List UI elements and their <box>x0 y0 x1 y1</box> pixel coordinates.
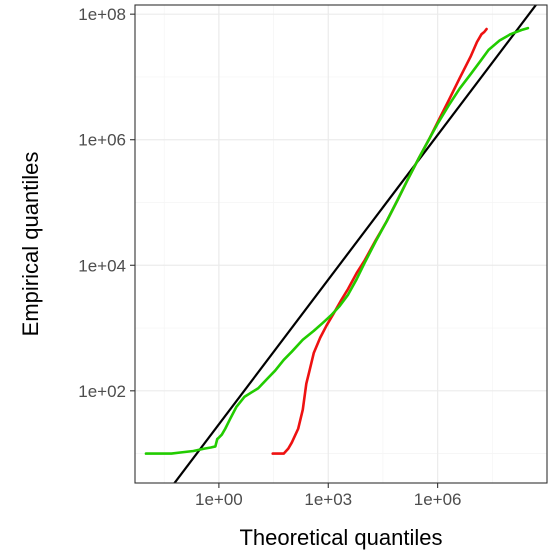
x-axis: 1e+00 1e+03 1e+06 <box>195 483 462 509</box>
y-tick-label: 1e+02 <box>78 382 126 401</box>
y-tick-label: 1e+04 <box>78 256 126 275</box>
minor-gridlines <box>135 5 547 483</box>
plot-lines <box>144 5 538 483</box>
major-gridlines <box>135 5 547 483</box>
series-line-1 <box>271 27 488 455</box>
x-tick-label: 1e+00 <box>195 490 243 509</box>
y-tick-label: 1e+08 <box>78 5 126 24</box>
x-axis-title: Theoretical quantiles <box>239 525 442 550</box>
y-axis: 1e+02 1e+04 1e+06 1e+08 <box>78 5 135 401</box>
x-tick-label: 1e+03 <box>304 490 352 509</box>
y-tick-label: 1e+06 <box>78 131 126 150</box>
reference-line <box>173 5 538 483</box>
panel-border <box>134 4 548 484</box>
y-axis-title: Empirical quantiles <box>18 152 43 337</box>
series-line-2 <box>144 26 530 455</box>
x-tick-label: 1e+06 <box>414 490 462 509</box>
